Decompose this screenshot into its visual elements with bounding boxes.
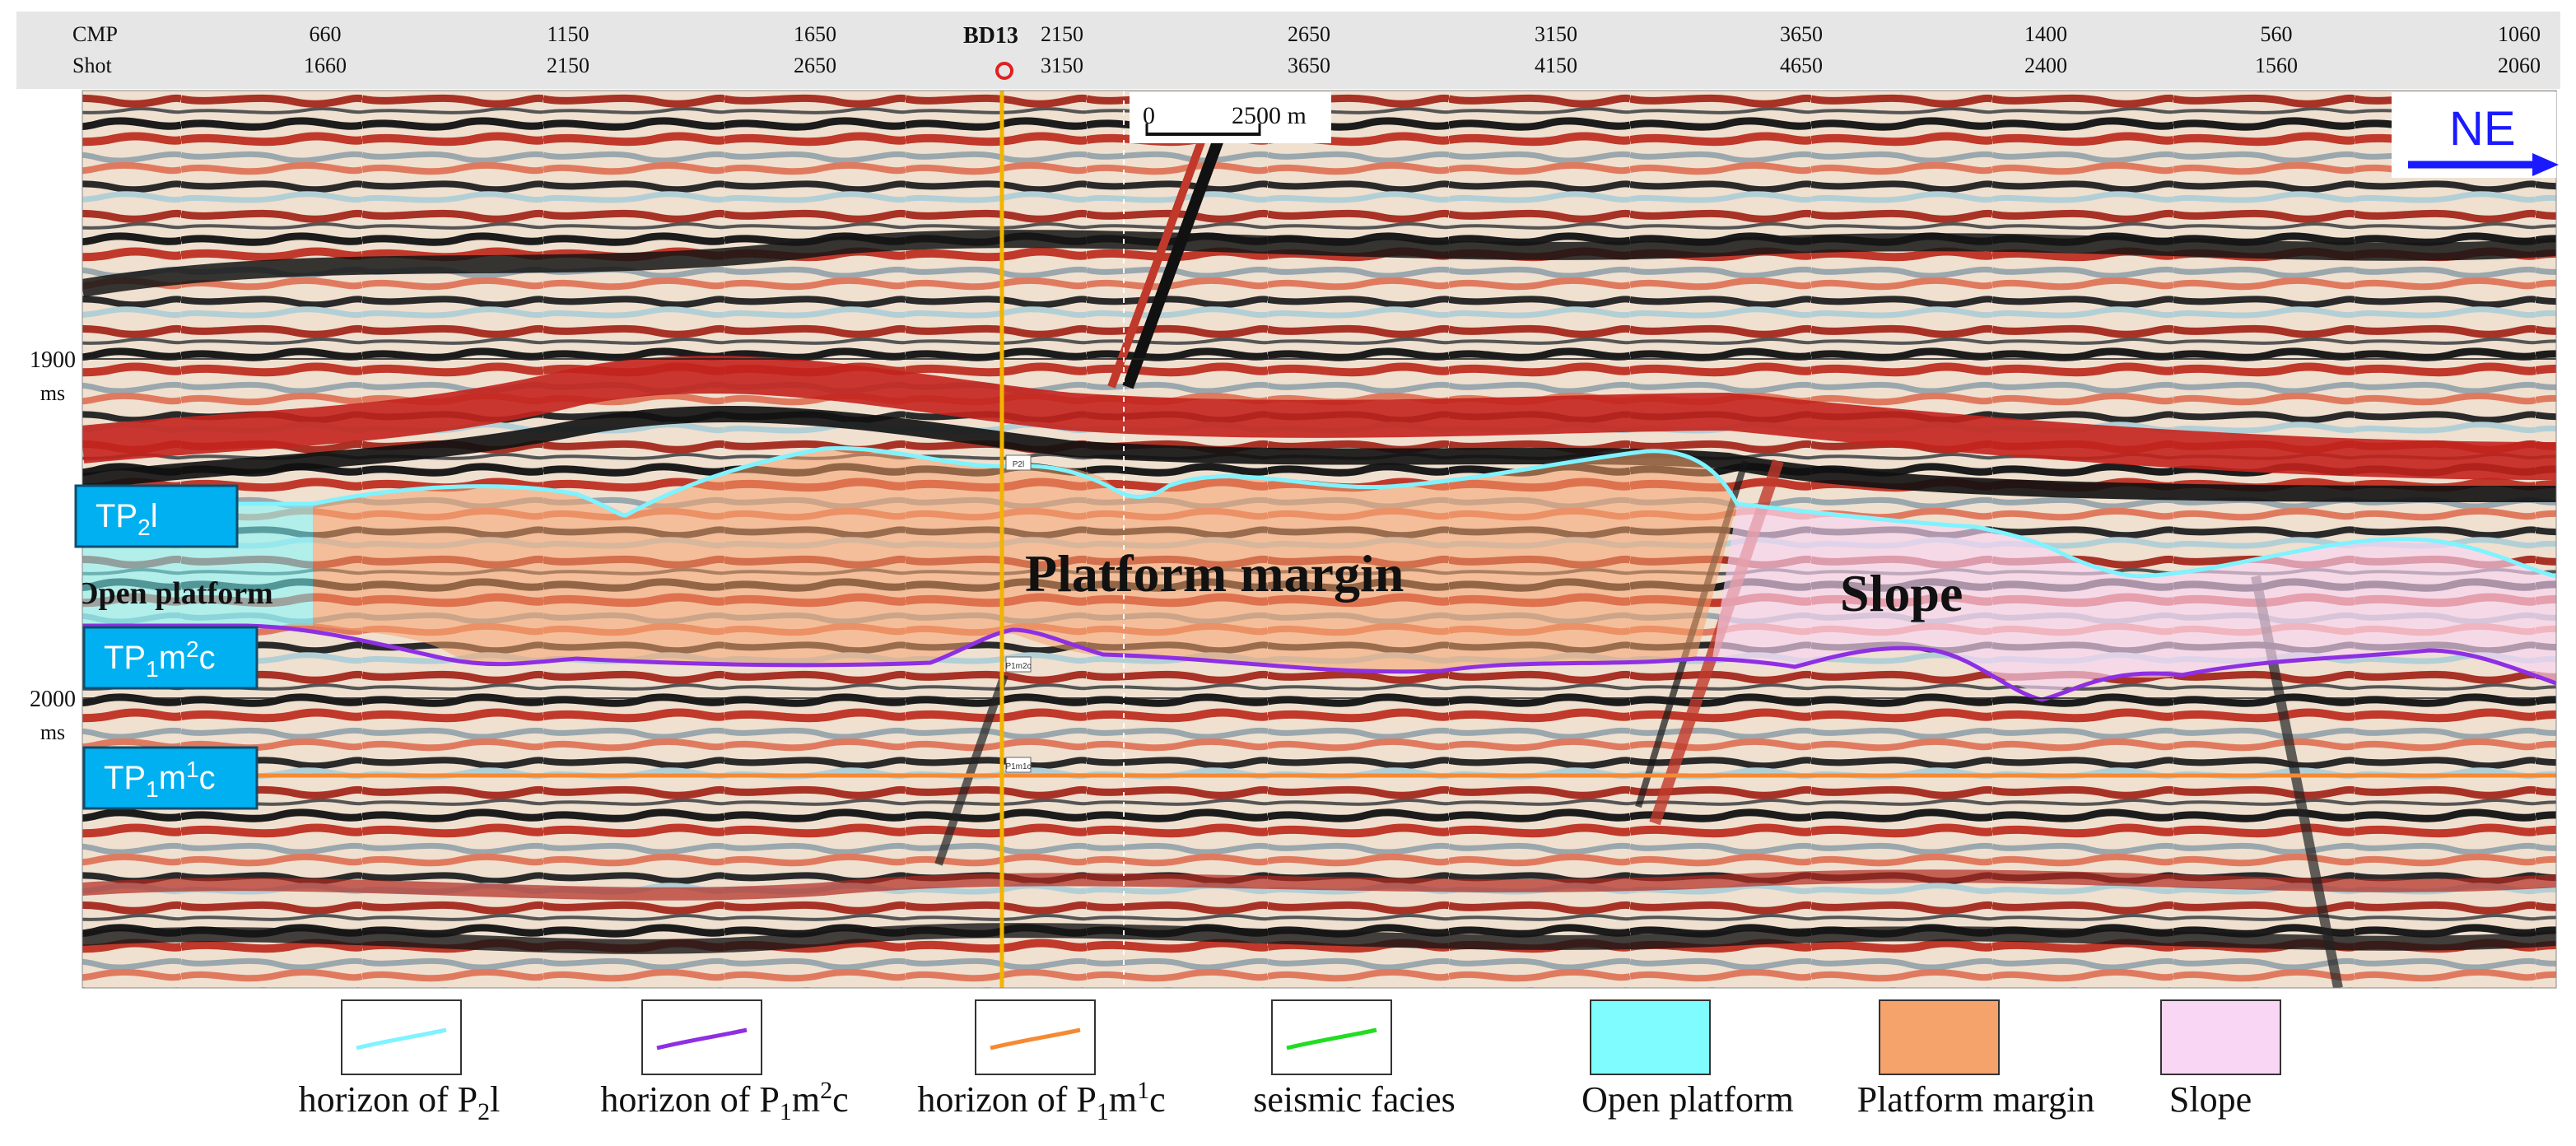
shot-tick-label: 1560	[2255, 54, 2298, 77]
scale-bar-end: 2500 m	[1232, 102, 1307, 129]
shot-axis-label: Shot	[72, 54, 112, 77]
horizon-p2l-line	[82, 445, 2556, 579]
platform-margin-label: Platform margin	[1025, 544, 1404, 603]
time-tick-unit: ms	[40, 381, 65, 405]
horizon-tag: TP2l	[74, 484, 239, 548]
slope-zone	[1712, 504, 2556, 693]
shot-tick-label: 3650	[1288, 54, 1330, 77]
legend-line-swatch	[656, 1027, 748, 1050]
shot-tick-label: 4150	[1535, 54, 1577, 77]
open-platform-label: Open platform	[74, 576, 273, 611]
time-tick-label: 2000	[30, 687, 76, 712]
legend-item: horizon of P2l	[299, 999, 501, 1125]
legend-line-swatch	[356, 1027, 447, 1050]
well-marker-icon	[995, 62, 1013, 80]
legend-label: horizon of P1m1c	[917, 1077, 1165, 1125]
cmp-tick-label: 1400	[2024, 22, 2067, 46]
legend-item: seismic facies	[1253, 999, 1456, 1120]
well-bd13: BD13	[963, 23, 1018, 80]
legend-item: Slope	[2160, 999, 2281, 1120]
legend-line-swatch	[1286, 1027, 1377, 1050]
legend-patch-swatch	[1879, 999, 2000, 1075]
legend-label: horizon of P2l	[299, 1079, 501, 1125]
shot-tick-label: 2060	[2498, 54, 2541, 77]
legend-label: horizon of P1m2c	[600, 1077, 848, 1125]
shot-tick-label: 2400	[2024, 54, 2067, 77]
seismic-section: P2l P1m2c P1m1c Open platform Platform mar…	[74, 91, 2556, 988]
legend: horizon of P2l horizon of P1m2c horizon of…	[299, 999, 2281, 1125]
legend-item: horizon of P1m1c	[917, 999, 1166, 1125]
horizon-p1m2c-line	[82, 623, 2556, 702]
horizon-tag-label: TP1m1c	[104, 757, 216, 802]
legend-label: Slope	[2169, 1079, 2252, 1120]
cmp-tick-label: 1650	[794, 22, 836, 46]
horizon-tag-label: TP2l	[95, 498, 158, 540]
cmp-tick-label: 560	[2261, 22, 2293, 46]
horizon-tag: TP1m1c	[82, 746, 259, 810]
horizon-tag-label: TP1m2c	[104, 636, 216, 682]
cmp-tick-label: 3650	[1780, 22, 1823, 46]
shot-tick-label: 2150	[547, 54, 589, 77]
time-tick-label: 1900	[30, 347, 76, 373]
cmp-tick-label: 2150	[1041, 22, 1083, 46]
legend-label: Open platform	[1581, 1079, 1794, 1120]
well-horizon-tick-label: P1m2c	[1005, 662, 1031, 671]
cmp-tick-label: 1060	[2498, 22, 2541, 46]
legend-item: horizon of P1m2c	[600, 999, 849, 1125]
legend-patch-swatch	[1590, 999, 1711, 1075]
well-name: BD13	[963, 23, 1018, 49]
legend-label: Platform margin	[1857, 1079, 2095, 1120]
legend-line-swatch	[990, 1027, 1081, 1050]
horizon-tags: TP2l TP1m2c TP1m1c	[74, 484, 259, 810]
well-horizon-tick-label: P2l	[1013, 460, 1024, 469]
legend-item: Open platform	[1581, 999, 1794, 1120]
direction-indicator: NE	[2392, 92, 2559, 178]
scale-bar-start: 0	[1143, 102, 1155, 129]
platform-margin-zone	[313, 448, 1737, 672]
slope-label: Slope	[1840, 564, 1963, 622]
cmp-tick-label: 660	[310, 22, 342, 46]
direction-label: NE	[2449, 102, 2516, 156]
cmp-tick-label: 2650	[1288, 22, 1330, 46]
legend-item: Platform margin	[1857, 999, 2095, 1120]
cmp-tick-label: 3150	[1535, 22, 1577, 46]
shot-tick-label: 3150	[1041, 54, 1083, 77]
shot-tick-label: 2650	[794, 54, 836, 77]
cmp-tick-label: 1150	[547, 22, 589, 46]
shot-tick-label: 4650	[1780, 54, 1823, 77]
direction-arrow-icon	[2532, 153, 2559, 176]
trace-header: CMP Shot 660 1150 1650 2150 2650 3150 3650 1400…	[0, 0, 2576, 89]
cmp-axis-label: CMP	[72, 22, 118, 46]
scale-bar: 0 2500 m	[1130, 92, 1331, 143]
horizon-tag: TP1m2c	[82, 626, 259, 690]
legend-label: seismic facies	[1253, 1079, 1456, 1120]
legend-patch-swatch	[2160, 999, 2281, 1075]
well-horizon-tick-label: P1m1c	[1005, 762, 1031, 771]
shot-tick-label: 1660	[304, 54, 347, 77]
time-tick-unit: ms	[40, 720, 65, 744]
time-axis: 1900 ms 2000 ms	[30, 347, 76, 744]
